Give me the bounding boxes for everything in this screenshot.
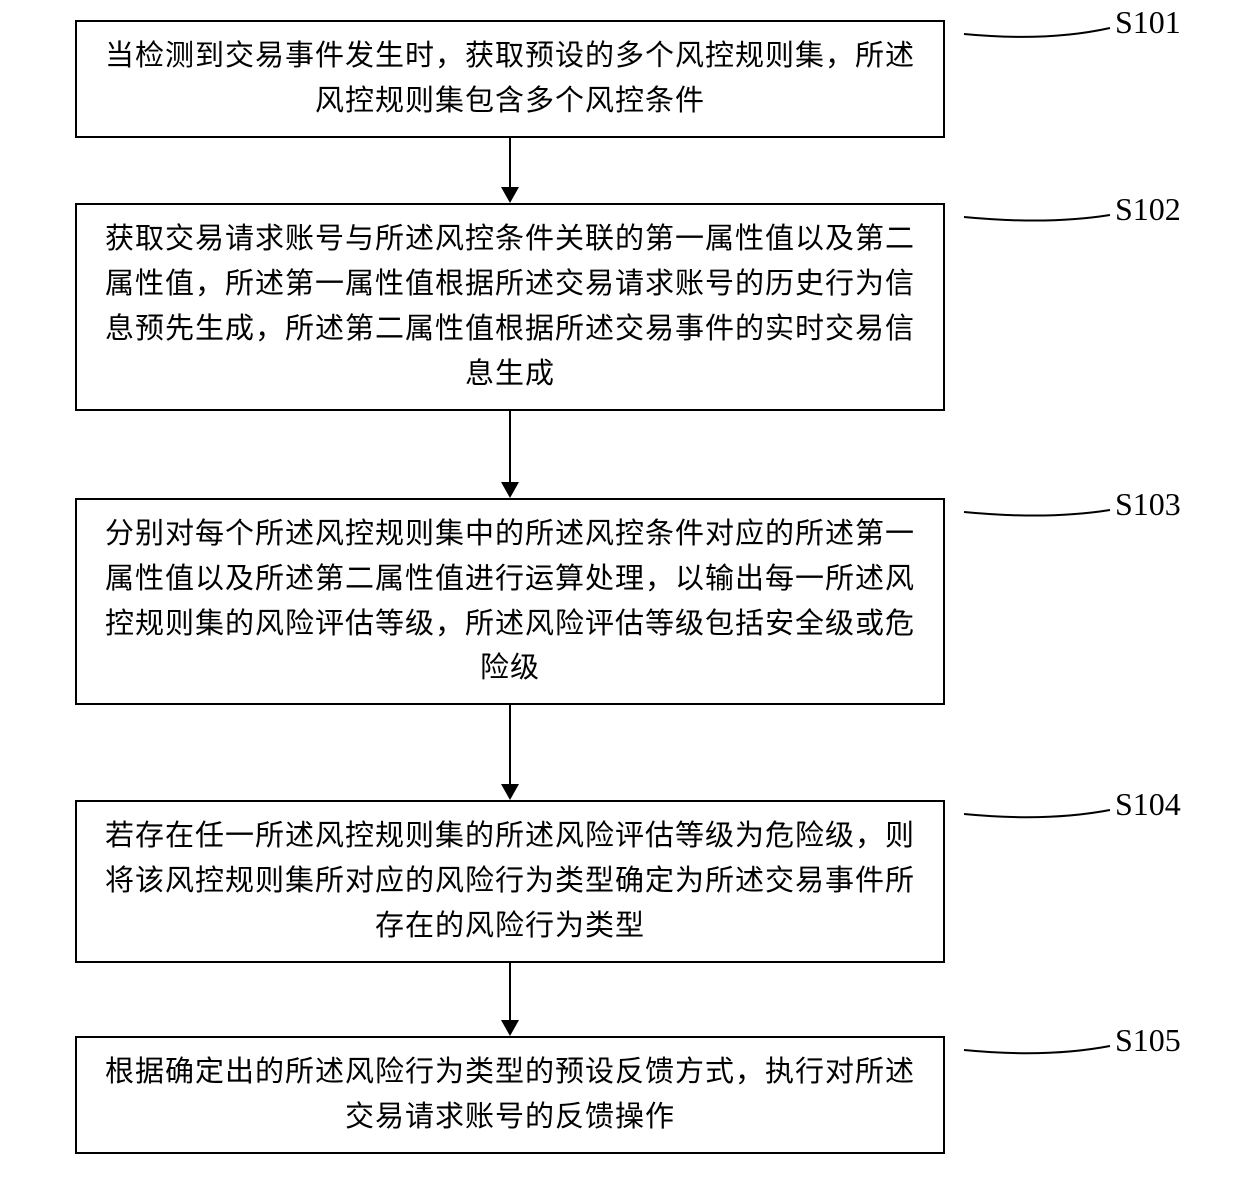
step-label: S101: [1115, 4, 1181, 41]
flow-arrow: [501, 963, 519, 1036]
step-label: S103: [1115, 486, 1181, 523]
arrow-line: [509, 963, 511, 1021]
arrow-head-icon: [501, 1020, 519, 1036]
step-label: S102: [1115, 191, 1181, 228]
arrow-head-icon: [501, 784, 519, 800]
flow-box: 获取交易请求账号与所述风控条件关联的第一属性值以及第二属性值，所述第一属性值根据…: [75, 203, 945, 411]
flow-step: 分别对每个所述风控规则集中的所述风控条件对应的所述第一属性值以及所述第二属性值进…: [60, 498, 960, 706]
flow-box: 若存在任一所述风控规则集的所述风险评估等级为危险级，则将该风控规则集所对应的风险…: [75, 800, 945, 963]
arrow-line: [509, 705, 511, 785]
flow-arrow: [501, 705, 519, 800]
flow-box: 分别对每个所述风控规则集中的所述风控条件对应的所述第一属性值以及所述第二属性值进…: [75, 498, 945, 706]
arrow-line: [509, 138, 511, 188]
flow-arrow: [501, 411, 519, 498]
step-label: S104: [1115, 786, 1181, 823]
flow-box: 根据确定出的所述风险行为类型的预设反馈方式，执行对所述交易请求账号的反馈操作: [75, 1036, 945, 1154]
arrow-head-icon: [501, 482, 519, 498]
flow-step: 当检测到交易事件发生时，获取预设的多个风控规则集，所述风控规则集包含多个风控条件…: [60, 20, 960, 138]
step-label: S105: [1115, 1022, 1181, 1059]
flow-box: 当检测到交易事件发生时，获取预设的多个风控规则集，所述风控规则集包含多个风控条件: [75, 20, 945, 138]
flow-step: 根据确定出的所述风险行为类型的预设反馈方式，执行对所述交易请求账号的反馈操作S1…: [60, 1036, 960, 1154]
flow-step: 获取交易请求账号与所述风控条件关联的第一属性值以及第二属性值，所述第一属性值根据…: [60, 203, 960, 411]
flowchart-container: 当检测到交易事件发生时，获取预设的多个风控规则集，所述风控规则集包含多个风控条件…: [60, 20, 960, 1154]
flow-arrow: [501, 138, 519, 203]
arrow-line: [509, 411, 511, 483]
flow-step: 若存在任一所述风控规则集的所述风险评估等级为危险级，则将该风控规则集所对应的风险…: [60, 800, 960, 963]
arrow-head-icon: [501, 187, 519, 203]
